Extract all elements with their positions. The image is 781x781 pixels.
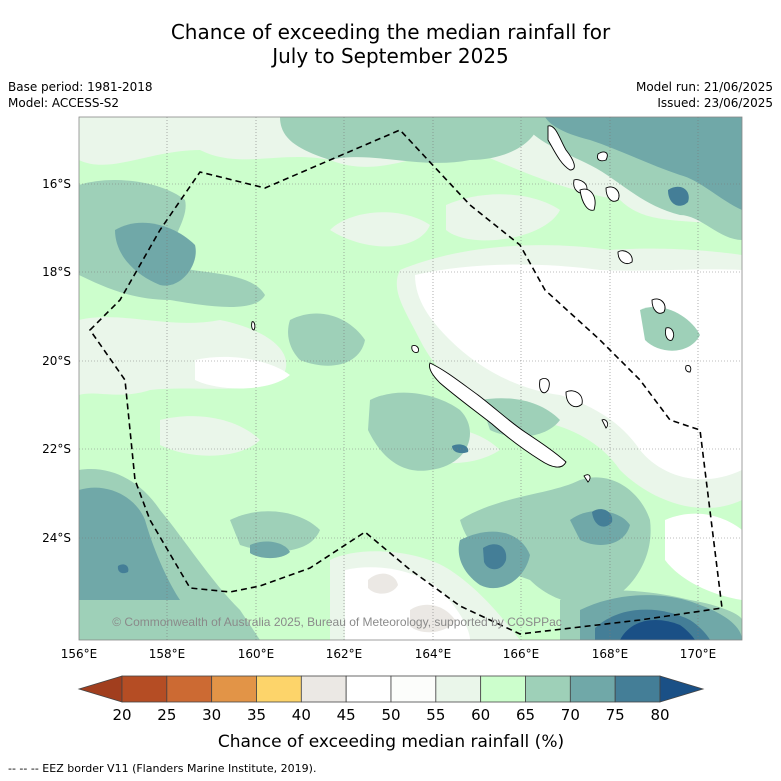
- eez-border: [88, 129, 723, 635]
- colorbar-tick-label: 30: [202, 706, 221, 724]
- lon-label: 166°E: [503, 647, 540, 661]
- colorbar-bin: [300, 675, 347, 703]
- lon-label: 168°E: [592, 647, 629, 661]
- lat-label: 24°S: [42, 531, 71, 545]
- longitude-labels: 156°E 158°E 160°E 162°E 164°E 166°E 168°…: [61, 647, 717, 661]
- lon-label: 158°E: [149, 647, 186, 661]
- colorbar-bin: [435, 675, 482, 703]
- colorbar-bin: [569, 675, 616, 703]
- colorbar-bin: [256, 675, 302, 703]
- map-frame: [78, 116, 743, 641]
- colorbar-tick-label: 80: [650, 706, 669, 724]
- eez-legend-note: -- -- -- EEZ border V11 (Flanders Marine…: [8, 762, 317, 775]
- colorbar-tick-label: 70: [561, 706, 580, 724]
- lon-label: 162°E: [326, 647, 363, 661]
- colorbar-tick-label: 65: [516, 706, 535, 724]
- model-run: Model run: 21/06/2025: [635, 80, 773, 94]
- colorbar-tick-label: 75: [606, 706, 625, 724]
- colorbar-bin: [121, 675, 168, 703]
- lat-label: 22°S: [42, 442, 71, 456]
- colorbar-bin: [166, 675, 213, 703]
- colorbar-bin: [390, 675, 437, 703]
- graticule: [79, 117, 742, 640]
- colorbar-bin: [525, 675, 571, 703]
- colorbar-tick-label: 25: [157, 706, 176, 724]
- colorbar-high-arrow: [659, 675, 705, 703]
- colorbar-bin: [614, 675, 661, 703]
- colorbar-bin: [480, 675, 526, 703]
- colorbar: 20 25 30 35 40 45 50 55 60 65 70 75 80: [77, 675, 705, 724]
- colorbar-tick-label: 35: [247, 706, 266, 724]
- colorbar-tick-label: 55: [426, 706, 445, 724]
- lat-label: 18°S: [42, 265, 71, 279]
- lon-label: 170°E: [680, 647, 717, 661]
- colorbar-bin: [345, 675, 392, 703]
- rainfall-probability-field: [79, 117, 742, 640]
- new-caledonia-grande-terre: [429, 362, 567, 468]
- colorbar-tick-label: 50: [381, 706, 400, 724]
- latitude-labels: 16°S 18°S 20°S 22°S 24°S: [42, 177, 71, 545]
- lat-label: 16°S: [42, 177, 71, 191]
- colorbar-tick-label: 60: [471, 706, 490, 724]
- colorbar-label: Chance of exceeding median rainfall (%): [218, 732, 564, 752]
- lon-label: 160°E: [238, 647, 275, 661]
- colorbar-tick-label: 40: [292, 706, 311, 724]
- map-title-line-1: Chance of exceeding the median rainfall …: [170, 20, 611, 44]
- lon-label: 156°E: [61, 647, 98, 661]
- colorbar-tick-label: 20: [112, 706, 131, 724]
- map-title-line-2: July to September 2025: [272, 44, 509, 68]
- coastlines: [251, 125, 692, 483]
- map-credit: © Commonwealth of Australia 2025, Bureau…: [112, 615, 562, 629]
- colorbar-bin: [211, 675, 257, 703]
- colorbar-low-arrow: [77, 675, 123, 703]
- model-name: Model: ACCESS-S2: [8, 96, 120, 110]
- lat-label: 20°S: [42, 354, 71, 368]
- lon-label: 164°E: [415, 647, 452, 661]
- colorbar-tick-label: 45: [337, 706, 356, 724]
- base-period: Base period: 1981-2018: [8, 80, 153, 94]
- issued-date: Issued: 23/06/2025: [657, 96, 773, 110]
